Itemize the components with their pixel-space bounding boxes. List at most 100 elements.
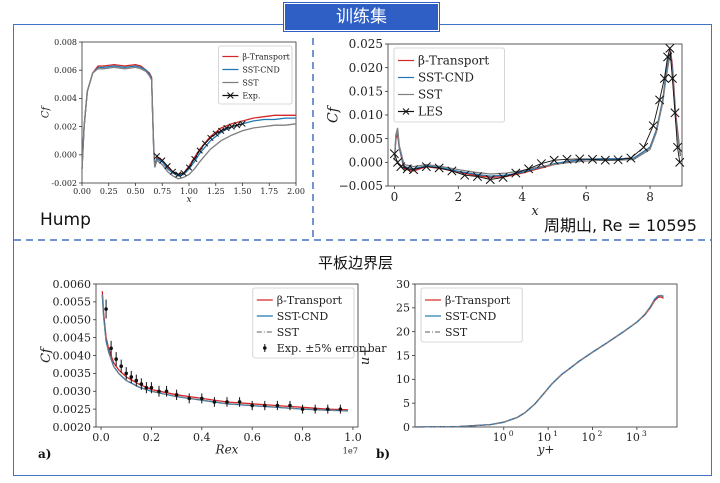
marker-point — [389, 149, 399, 159]
legend-label-1: SST-CND — [242, 65, 279, 74]
x-tick-label: 0.6 — [243, 431, 261, 444]
marker-point — [191, 155, 198, 163]
legend-label-3: Exp. ±5% error bar — [277, 342, 387, 355]
x-axis-label: y+ — [537, 442, 555, 456]
marker-point — [239, 120, 246, 127]
marker-point — [648, 121, 658, 131]
y-tick-label: 20 — [396, 326, 410, 339]
y-tick-label: 0.0055 — [53, 296, 92, 309]
exp-point — [164, 389, 169, 394]
exp-point — [114, 357, 118, 361]
y-tick-label: -0.002 — [51, 179, 77, 188]
x-axis-label: Rex — [215, 442, 239, 456]
marker-point — [655, 95, 665, 105]
x-tick-label: 0.50 — [127, 187, 145, 196]
y-tick-label: 0.002 — [54, 122, 77, 131]
y-tick-label: 0.0035 — [53, 367, 92, 380]
x-tick-label: 0.25 — [100, 187, 118, 196]
x-tick-exponent: 3 — [642, 429, 647, 438]
y-tick-label: 0.0045 — [53, 331, 92, 344]
marker-point — [524, 164, 534, 174]
marker-point — [659, 73, 669, 83]
legend-box — [217, 45, 293, 105]
marker-point — [639, 142, 649, 152]
y-tick-label: 30 — [396, 278, 410, 291]
x-tick-label: 0 — [391, 190, 399, 204]
marker-point — [180, 169, 187, 177]
x-tick-exponent: 2 — [598, 429, 603, 438]
y-axis-label: Cf — [326, 104, 342, 123]
x-tick-label: 0.0 — [92, 431, 110, 444]
exp-point — [104, 307, 108, 311]
x-tick-label: 0.4 — [193, 431, 211, 444]
marker-point — [153, 153, 161, 160]
exp-point — [124, 371, 129, 376]
x-tick-label: 6 — [582, 190, 590, 204]
legend-label-2: SST — [445, 326, 468, 339]
y-tick-label: 0.008 — [54, 38, 77, 47]
y-axis-label: Cf — [40, 105, 51, 119]
exp-point — [275, 403, 280, 408]
x-multiplier: 1e7 — [343, 445, 358, 455]
x-tick-label: 1.25 — [207, 187, 225, 196]
exp-point — [300, 407, 305, 411]
y-tick-label: 0.000 — [349, 156, 383, 170]
x-tick-label: 8 — [646, 190, 654, 204]
legend-label-2: SST — [242, 78, 259, 87]
y-tick-label: 15 — [396, 349, 410, 362]
legend-marker-3 — [227, 92, 234, 99]
y-tick-label: 0 — [403, 421, 410, 434]
y-tick-label: 0.004 — [54, 94, 77, 103]
marker-point — [393, 157, 403, 167]
x-tick-label: 10 — [537, 431, 551, 444]
marker-point — [434, 163, 444, 173]
marker-point — [587, 154, 598, 164]
legend-label-0: β-Transport — [242, 52, 290, 61]
y-tick-label: 0.0030 — [53, 385, 92, 398]
y-tick-label: 0.005 — [349, 132, 383, 146]
exp-point — [225, 400, 229, 404]
y-tick-label: 25 — [396, 302, 410, 315]
marker-point — [217, 127, 225, 134]
y-tick-label: 0.006 — [54, 66, 77, 75]
marker-point — [447, 166, 457, 176]
hump-label: Hump — [40, 210, 91, 230]
legend-label-2: SST — [277, 326, 300, 339]
marker-point — [233, 122, 241, 129]
legend-box — [393, 47, 505, 123]
exp-point — [338, 407, 343, 411]
marker-point — [670, 108, 680, 118]
series-line-2 — [414, 294, 664, 428]
x-axis-label: x — [531, 204, 539, 219]
marker-point — [549, 155, 559, 165]
x-tick-label: 1.0 — [344, 431, 362, 444]
y-axis-label: Cf — [39, 346, 54, 363]
exp-point — [250, 403, 254, 408]
marker-point — [409, 165, 419, 175]
y-tick-label: 10 — [396, 373, 410, 386]
y-tick-label: 0.020 — [349, 61, 383, 75]
marker-point — [536, 159, 546, 169]
y-tick-label: 0.0020 — [53, 421, 92, 434]
marker-point — [223, 124, 230, 132]
marker-point — [185, 164, 193, 171]
x-tick-label: 2 — [454, 190, 462, 204]
x-tick-label: 10 — [493, 431, 507, 444]
exp-point — [134, 378, 139, 383]
series-line-2 — [101, 294, 348, 412]
marker-point — [663, 52, 673, 62]
x-tick-exponent: 0 — [509, 429, 514, 438]
marker-point — [498, 172, 508, 182]
y-tick-label: 0.025 — [349, 37, 383, 51]
x-tick-label: 10 — [626, 431, 640, 444]
legend-label-2: SST — [418, 88, 442, 102]
y-tick-label: 0.0025 — [53, 403, 92, 416]
exp-point — [109, 346, 113, 351]
x-tick-label: 1.00 — [180, 187, 198, 196]
exp-point — [237, 400, 242, 404]
exp-point — [313, 407, 317, 411]
